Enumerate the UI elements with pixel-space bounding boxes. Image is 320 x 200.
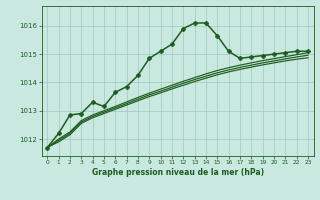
X-axis label: Graphe pression niveau de la mer (hPa): Graphe pression niveau de la mer (hPa)	[92, 168, 264, 177]
